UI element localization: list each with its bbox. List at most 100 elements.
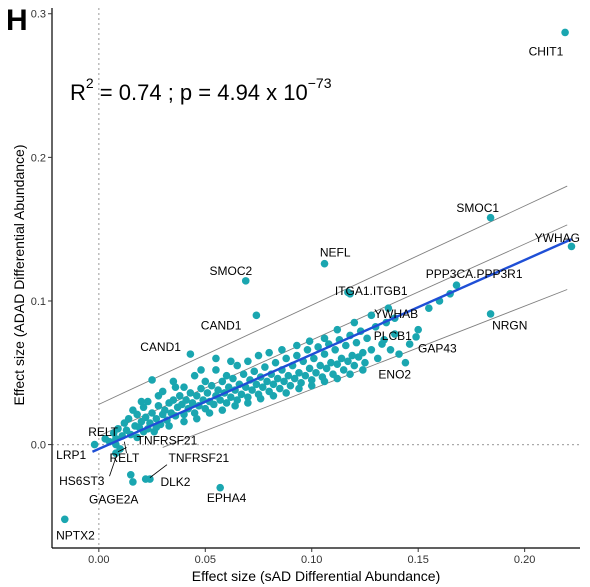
band-line-0 xyxy=(98,185,568,405)
point-label-itga1-itgb1: ITGA1.ITGB1 xyxy=(335,284,408,298)
y-axis-title: Effect size (ADAD Differential Abundance… xyxy=(11,145,27,406)
point-label-gage2a: GAGE2A xyxy=(89,492,138,506)
data-point xyxy=(367,311,376,320)
point-label-cand1: CAND1 xyxy=(140,340,181,354)
data-point-gage2a xyxy=(129,478,137,486)
data-point xyxy=(190,409,199,417)
data-point xyxy=(305,364,314,373)
point-label-relt: RELT xyxy=(88,425,118,439)
data-point xyxy=(152,414,161,423)
data-point xyxy=(280,377,288,386)
point-label-ywhab: YWHAB xyxy=(374,307,418,321)
point-label-dlk2: DLK2 xyxy=(160,475,190,489)
x-tick-label: 0.05 xyxy=(195,554,216,566)
data-point-relt xyxy=(126,470,135,479)
data-point xyxy=(190,371,199,380)
point-label-tnfrsf21: TNFRSF21 xyxy=(137,434,198,448)
point-label-plcb1: PLCB1 xyxy=(374,329,412,343)
data-point xyxy=(161,406,169,414)
data-point xyxy=(350,361,359,370)
data-point xyxy=(244,393,252,402)
data-point xyxy=(346,370,354,379)
data-point xyxy=(212,366,220,374)
data-point xyxy=(310,354,318,363)
data-point xyxy=(316,361,325,370)
data-point xyxy=(295,384,303,393)
data-point xyxy=(237,390,246,399)
data-point-chit1 xyxy=(561,28,569,37)
data-point xyxy=(286,381,295,390)
point-label-nefl: NEFL xyxy=(320,245,351,259)
data-point xyxy=(120,419,129,427)
data-point xyxy=(390,330,399,338)
data-point xyxy=(405,340,414,348)
data-point xyxy=(148,409,156,417)
data-point xyxy=(367,346,376,354)
reference-lines xyxy=(52,8,580,548)
data-point xyxy=(297,379,305,387)
data-point xyxy=(301,371,310,380)
data-point-ywhag xyxy=(567,242,576,251)
p-exponent: −73 xyxy=(308,75,332,91)
x-tick-label: 0.10 xyxy=(301,554,322,566)
data-point xyxy=(218,377,227,386)
data-point xyxy=(337,354,346,363)
data-point xyxy=(154,391,163,400)
data-point xyxy=(182,396,190,404)
data-point xyxy=(207,381,216,390)
leader-line-relt xyxy=(123,441,127,454)
data-point xyxy=(233,396,242,404)
data-point xyxy=(137,397,146,406)
point-label-relt: RELT xyxy=(109,451,139,465)
data-point xyxy=(256,394,265,403)
data-point-smoc2 xyxy=(241,277,250,285)
data-point xyxy=(271,358,280,367)
x-tick-label: 0.15 xyxy=(407,554,428,566)
data-point xyxy=(139,403,148,412)
x-tick-label: 0.20 xyxy=(514,554,535,566)
point-label-nrgn: NRGN xyxy=(492,319,527,333)
data-point-hs6st3 xyxy=(112,449,120,458)
leader-line-tnfrsf21 xyxy=(117,447,127,453)
data-point xyxy=(359,348,367,357)
data-point xyxy=(395,350,403,358)
leader-line-tnfrsf21 xyxy=(149,464,168,478)
data-point xyxy=(216,396,224,404)
point-label-eno2: ENO2 xyxy=(378,368,411,382)
regression-fit-line xyxy=(91,238,572,453)
data-point xyxy=(201,377,210,386)
y-tick-label: 0.1 xyxy=(31,296,46,308)
label-leaders xyxy=(109,441,168,478)
data-point xyxy=(258,383,267,391)
data-point xyxy=(148,376,156,384)
data-point xyxy=(261,363,269,371)
data-point xyxy=(101,435,110,443)
data-point xyxy=(307,376,316,384)
data-point xyxy=(169,377,178,386)
data-point xyxy=(361,358,369,367)
data-point xyxy=(282,389,290,397)
data-point-itga1-itgb1 xyxy=(346,289,354,298)
data-point-dlk2 xyxy=(141,475,150,483)
data-point xyxy=(180,383,188,391)
data-point xyxy=(141,413,150,422)
data-point xyxy=(265,348,273,357)
data-point xyxy=(276,384,284,393)
point-label-lrp1: LRP1 xyxy=(56,448,86,462)
data-point xyxy=(214,386,222,394)
data-point xyxy=(165,422,173,430)
data-point xyxy=(222,399,231,407)
point-label-smoc1: SMOC1 xyxy=(456,201,499,215)
x-axis-ticks: 0.00 0.05 0.10 0.15 0.20 xyxy=(88,548,535,566)
data-point-cand1 xyxy=(186,350,195,358)
y-axis-ticks: 0.0 0.1 0.2 0.3 xyxy=(31,9,52,452)
data-point xyxy=(224,383,233,391)
data-point xyxy=(307,381,316,390)
data-point-gap43 xyxy=(412,333,420,341)
data-point xyxy=(269,391,278,400)
data-point xyxy=(290,374,299,383)
data-point xyxy=(344,357,352,366)
point-label-smoc2: SMOC2 xyxy=(209,264,252,278)
data-point xyxy=(186,389,195,397)
data-point-cand1 xyxy=(252,311,261,320)
